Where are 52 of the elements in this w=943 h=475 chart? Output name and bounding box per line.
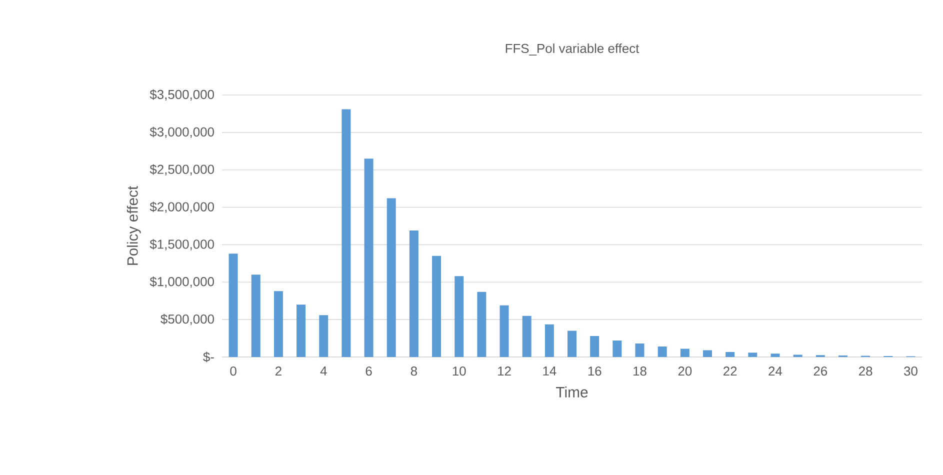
y-tick-label: $2,500,000 — [150, 164, 214, 176]
bar — [544, 324, 554, 357]
bar — [477, 292, 486, 357]
bar — [386, 198, 396, 357]
x-tick-label: 2 — [276, 366, 282, 376]
bar — [296, 304, 306, 357]
x-tick-label: 20 — [678, 366, 692, 376]
bar — [228, 254, 238, 357]
x-axis-title: Time — [556, 386, 588, 398]
x-tick-label: 6 — [366, 366, 372, 376]
x-tick-label: 18 — [634, 366, 646, 376]
x-tick-label: 26 — [814, 366, 828, 376]
bar — [432, 256, 442, 357]
bar — [251, 274, 260, 357]
bar — [702, 350, 712, 357]
bar — [409, 230, 418, 357]
x-tick-label: 28 — [859, 366, 872, 376]
x-tick-label: 8 — [410, 366, 417, 376]
bar — [568, 330, 577, 357]
chart-title: FFS_Pol variable effect — [506, 44, 640, 56]
y-tick-label: $- — [203, 352, 214, 362]
x-tick-label: 0 — [230, 366, 236, 376]
bar — [342, 109, 351, 357]
bar — [500, 305, 509, 357]
bar — [770, 354, 780, 357]
y-tick-label: $1,500,000 — [150, 239, 214, 250]
bar — [364, 158, 374, 357]
x-tick-label: 16 — [588, 366, 602, 376]
bar — [748, 352, 758, 357]
x-tick-label: 10 — [452, 366, 466, 376]
bar — [612, 340, 622, 357]
y-tick-label: $1,000,000 — [150, 276, 214, 288]
x-tick-label: 22 — [724, 366, 737, 376]
y-tick-label: $3,500,000 — [150, 89, 214, 101]
x-tick-label: 4 — [320, 366, 327, 376]
x-tick-label: 12 — [498, 366, 511, 376]
bar — [635, 344, 644, 357]
bar — [680, 348, 690, 357]
bar — [658, 346, 667, 357]
bar — [319, 315, 328, 357]
x-tick-label: 30 — [904, 366, 918, 376]
y-axis-title: Policy effect — [126, 186, 141, 265]
bar — [274, 291, 283, 357]
bar — [454, 276, 464, 357]
y-tick-label: $2,000,000 — [150, 202, 214, 213]
y-tick-label: $3,000,000 — [150, 126, 214, 138]
bar — [522, 316, 532, 357]
x-tick-label: 24 — [768, 366, 782, 376]
bar — [590, 336, 600, 357]
y-tick-label: $500,000 — [160, 314, 214, 326]
bar — [726, 352, 735, 357]
x-tick-label: 14 — [543, 366, 556, 376]
